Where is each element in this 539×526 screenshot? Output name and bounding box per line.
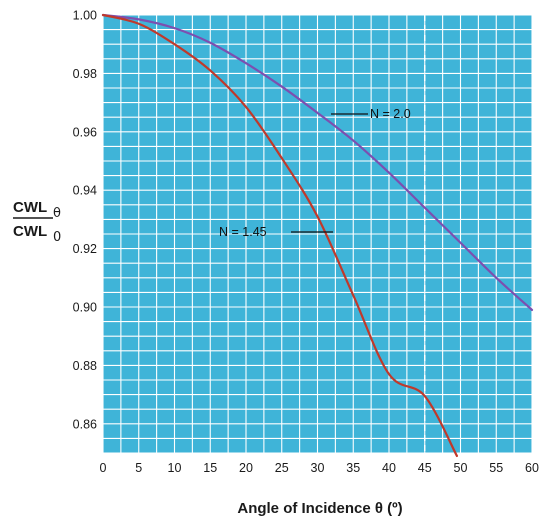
y-label-numerator: CWL bbox=[13, 199, 47, 216]
x-tick-label: 10 bbox=[168, 461, 182, 475]
x-tick-label: 50 bbox=[454, 461, 468, 475]
x-tick-label: 55 bbox=[489, 461, 503, 475]
x-tick-label: 25 bbox=[275, 461, 289, 475]
y-tick-label: 0.92 bbox=[73, 242, 97, 256]
y-tick-label: 0.98 bbox=[73, 67, 97, 81]
y-tick-label: 0.96 bbox=[73, 125, 97, 139]
x-tick-label: 30 bbox=[311, 461, 325, 475]
y-tick-label: 1.00 bbox=[73, 9, 97, 23]
y-tick-label: 0.94 bbox=[73, 184, 97, 198]
x-tick-label: 15 bbox=[203, 461, 217, 475]
y-label-numerator-sub: θ bbox=[53, 206, 61, 221]
x-tick-label: 40 bbox=[382, 461, 396, 475]
y-tick-label: 0.88 bbox=[73, 359, 97, 373]
x-tick-label: 45 bbox=[418, 461, 432, 475]
series-group bbox=[101, 13, 534, 458]
x-tick-label: 20 bbox=[239, 461, 253, 475]
annotation-n-1-45: N = 1.45 bbox=[219, 225, 267, 239]
series-line-n-2-0 bbox=[101, 13, 534, 312]
x-axis-label: Angle of Incidence θ (º) bbox=[237, 500, 402, 517]
x-tick-labels: 0 5 10 15 20 25 30 35 40 45 50 55 60 bbox=[100, 461, 539, 475]
annotations: N = 2.0 N = 1.45 bbox=[219, 107, 411, 239]
y-axis-label: CWL θ CWL 0 bbox=[13, 199, 61, 245]
y-label-denominator-sub: 0 bbox=[53, 230, 61, 245]
y-tick-label: 0.86 bbox=[73, 417, 97, 431]
x-tick-label: 5 bbox=[135, 461, 142, 475]
x-tick-label: 0 bbox=[100, 461, 107, 475]
annotation-n-2-0: N = 2.0 bbox=[370, 107, 411, 121]
x-tick-label: 60 bbox=[525, 461, 539, 475]
y-label-denominator: CWL bbox=[13, 223, 47, 240]
y-tick-label: 0.90 bbox=[73, 301, 97, 315]
grid-lines bbox=[102, 14, 533, 454]
series-line-n-1-45 bbox=[101, 13, 459, 458]
y-tick-labels: 0.86 0.88 0.90 0.92 0.94 0.96 0.98 1.00 bbox=[73, 9, 97, 432]
x-tick-label: 35 bbox=[346, 461, 360, 475]
